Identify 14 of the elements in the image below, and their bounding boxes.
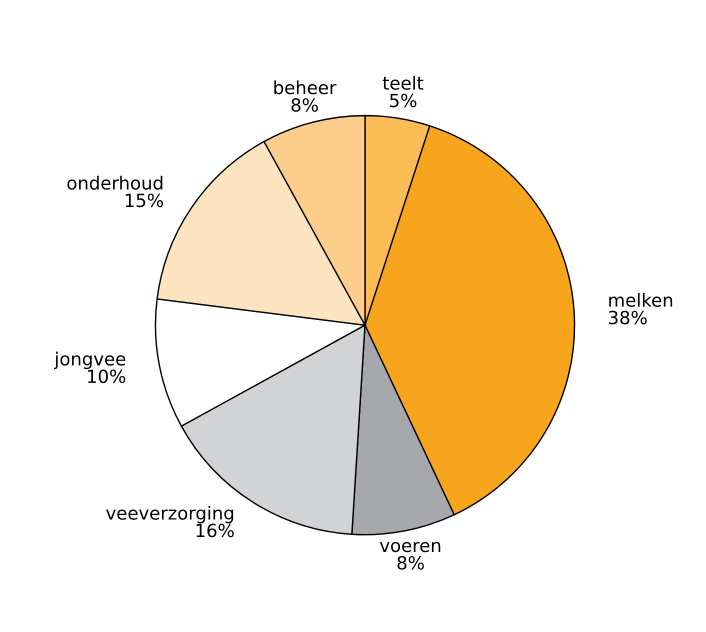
slice-label: veeverzorging xyxy=(106,506,234,524)
slice-label: onderhoud xyxy=(67,176,162,190)
data-label: 8% xyxy=(291,98,318,112)
data-label: 38% xyxy=(608,310,647,324)
data-label: 8% xyxy=(397,556,424,570)
slice-label: jongvee xyxy=(54,352,126,370)
data-label: 16% xyxy=(196,524,234,538)
data-label: 5% xyxy=(390,94,416,108)
slice-label: melken xyxy=(609,292,672,307)
data-label: 15% xyxy=(126,194,163,208)
slice-label: teelt xyxy=(382,76,424,90)
slice-label: beheer xyxy=(274,80,336,94)
data-label: 10% xyxy=(88,369,126,384)
slice-label: voeren xyxy=(380,542,440,552)
